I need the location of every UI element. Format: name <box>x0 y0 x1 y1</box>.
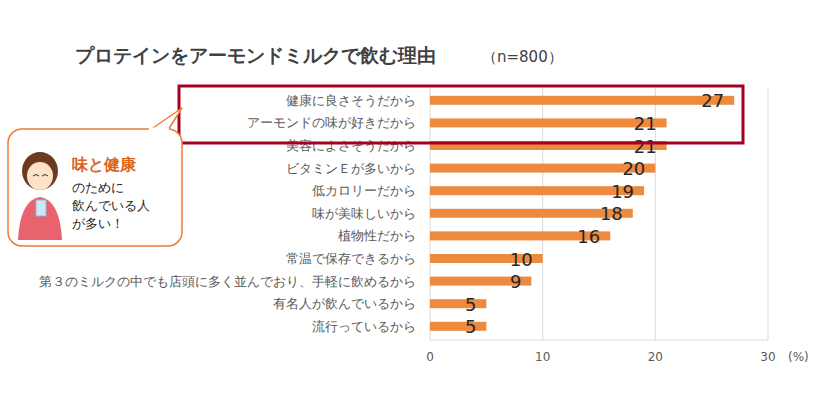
bar <box>430 96 734 105</box>
category-label: 第３のミルクの中でも店頭に多く並んでおり、手軽に飲めるから <box>39 274 416 289</box>
bar <box>430 118 667 127</box>
category-label: アーモンドの味が好きだから <box>247 115 416 130</box>
bar <box>430 299 486 308</box>
bar <box>430 322 486 331</box>
callout-text: 飲んでいる人 <box>72 198 150 213</box>
data-label: 21 <box>634 136 657 157</box>
category-label: 味が美味しいから <box>312 206 416 221</box>
face <box>27 162 53 190</box>
eyes <box>33 175 48 177</box>
hair <box>22 152 58 190</box>
category-label: 植物性だから <box>338 228 416 243</box>
data-label: 19 <box>611 181 634 202</box>
category-label: 有名人が飲んでいるから <box>273 296 416 311</box>
data-label: 5 <box>465 316 476 337</box>
highlight-box <box>179 86 743 143</box>
tick-label: 30 <box>760 350 775 364</box>
data-label: 20 <box>622 158 645 179</box>
data-label: 16 <box>577 226 600 247</box>
callout-box <box>8 129 182 246</box>
cup <box>36 200 46 216</box>
category-label: 健康に良さそうだから <box>286 93 416 108</box>
category-label: 低カロリーだから <box>312 183 416 198</box>
grid-line <box>768 88 769 340</box>
category-label: ビタミンＥが多いから <box>286 161 416 176</box>
category-label: 流行っているから <box>312 319 416 334</box>
title: プロテインをアーモンドミルクで飲む理由 <box>75 44 436 66</box>
data-label: 27 <box>701 90 724 111</box>
person-icon <box>18 152 62 240</box>
callout-emphasis: 味と健康 <box>72 155 137 174</box>
callout-joint <box>149 128 169 131</box>
body <box>18 197 62 240</box>
x-axis-line <box>430 340 768 341</box>
axis-label: (%) <box>788 350 809 364</box>
tick-label: 10 <box>535 350 550 364</box>
tick-label: 20 <box>648 350 663 364</box>
data-label: 18 <box>600 203 623 224</box>
bars <box>430 96 734 331</box>
data-label: 5 <box>465 294 476 315</box>
category-label: 常温で保存できるから <box>286 251 416 266</box>
category-label: 美容によさそうだから <box>286 138 416 153</box>
data-label: 21 <box>634 113 657 134</box>
data-label: 9 <box>510 271 521 292</box>
chart: プロテインをアーモンドミルクで飲む理由 （n=800） 0 10 20 30 (%) 健康に良… <box>0 0 840 394</box>
callout-text: のために <box>72 180 124 195</box>
tick-label: 0 <box>426 350 434 364</box>
callout-text: が多い！ <box>72 216 124 231</box>
subtitle: （n=800） <box>482 48 563 66</box>
data-label: 10 <box>510 249 533 270</box>
callout-tail <box>150 108 182 130</box>
